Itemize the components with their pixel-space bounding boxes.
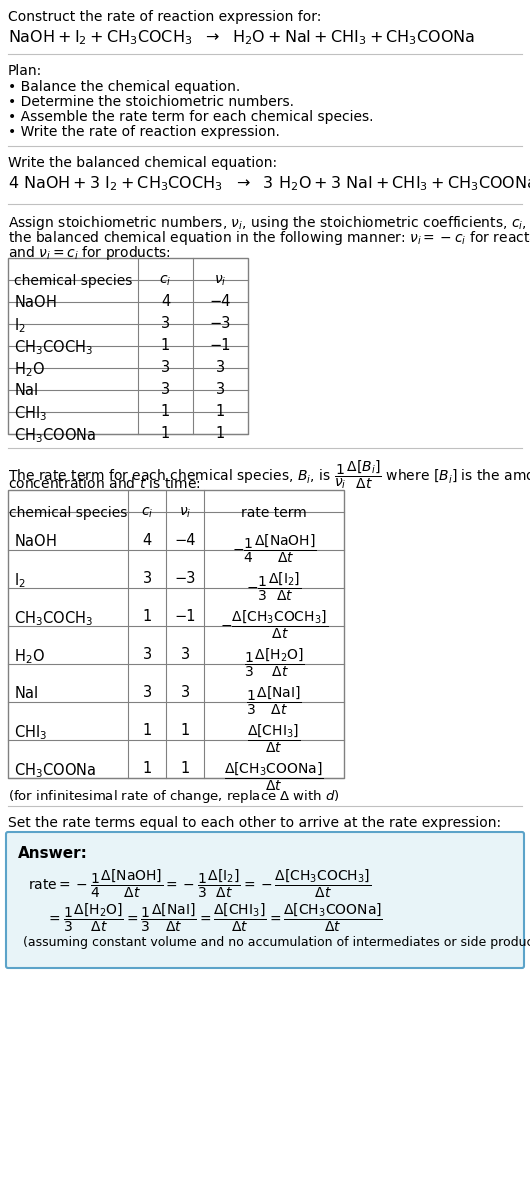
FancyBboxPatch shape bbox=[6, 832, 524, 968]
Text: 4: 4 bbox=[161, 294, 170, 309]
Text: $\nu_i$: $\nu_i$ bbox=[179, 506, 191, 520]
Text: Plan:: Plan: bbox=[8, 64, 42, 78]
Text: $\mathrm{NaI}$: $\mathrm{NaI}$ bbox=[14, 383, 39, 399]
Text: −4: −4 bbox=[174, 533, 196, 548]
Text: 3: 3 bbox=[143, 571, 152, 586]
Text: $\mathrm{CH_3COONa}$: $\mathrm{CH_3COONa}$ bbox=[14, 761, 96, 780]
Text: 3: 3 bbox=[143, 647, 152, 662]
Text: rate term: rate term bbox=[241, 506, 307, 520]
Text: −1: −1 bbox=[210, 338, 231, 353]
Text: • Assemble the rate term for each chemical species.: • Assemble the rate term for each chemic… bbox=[8, 110, 374, 124]
Text: 3: 3 bbox=[143, 685, 152, 700]
Text: chemical species: chemical species bbox=[9, 506, 127, 520]
Text: 1: 1 bbox=[180, 761, 190, 775]
Text: −3: −3 bbox=[174, 571, 196, 586]
Text: $\mathrm{4\ NaOH + 3\ I_2 + CH_3COCH_3\ \ \rightarrow\ \ 3\ H_2O + 3\ NaI + CHI_: $\mathrm{4\ NaOH + 3\ I_2 + CH_3COCH_3\ … bbox=[8, 175, 530, 193]
Text: $\dfrac{\Delta[\mathrm{CH_3COONa}]}{\Delta t}$: $\dfrac{\Delta[\mathrm{CH_3COONa}]}{\Del… bbox=[224, 761, 324, 793]
Text: concentration and $t$ is time:: concentration and $t$ is time: bbox=[8, 476, 201, 491]
Text: $= \dfrac{1}{3}\dfrac{\Delta[\mathrm{H_2O}]}{\Delta t} = \dfrac{1}{3}\dfrac{\Del: $= \dfrac{1}{3}\dfrac{\Delta[\mathrm{H_2… bbox=[46, 902, 383, 934]
Text: $\mathrm{I_2}$: $\mathrm{I_2}$ bbox=[14, 317, 26, 335]
Text: $\mathrm{NaI}$: $\mathrm{NaI}$ bbox=[14, 685, 39, 701]
Text: 3: 3 bbox=[161, 360, 170, 376]
Text: $\mathrm{CH_3COONa}$: $\mathrm{CH_3COONa}$ bbox=[14, 426, 96, 445]
Text: −4: −4 bbox=[210, 294, 231, 309]
Text: 3: 3 bbox=[216, 360, 225, 376]
Text: 1: 1 bbox=[216, 426, 225, 442]
Text: $\mathrm{H_2O}$: $\mathrm{H_2O}$ bbox=[14, 360, 45, 379]
Text: $\mathrm{CHI_3}$: $\mathrm{CHI_3}$ bbox=[14, 722, 47, 742]
Text: 3: 3 bbox=[180, 647, 190, 662]
Text: $c_i$: $c_i$ bbox=[160, 273, 172, 288]
Text: and $\nu_i = c_i$ for products:: and $\nu_i = c_i$ for products: bbox=[8, 244, 171, 262]
Text: Assign stoichiometric numbers, $\nu_i$, using the stoichiometric coefficients, $: Assign stoichiometric numbers, $\nu_i$, … bbox=[8, 214, 530, 232]
Text: $\mathrm{CH_3COCH_3}$: $\mathrm{CH_3COCH_3}$ bbox=[14, 609, 93, 627]
Text: $\mathrm{CH_3COCH_3}$: $\mathrm{CH_3COCH_3}$ bbox=[14, 338, 93, 358]
Text: • Balance the chemical equation.: • Balance the chemical equation. bbox=[8, 79, 240, 94]
Text: 4: 4 bbox=[143, 533, 152, 548]
Bar bbox=[8, 258, 248, 433]
Text: 1: 1 bbox=[161, 338, 170, 353]
Bar bbox=[8, 490, 344, 778]
Text: the balanced chemical equation in the following manner: $\nu_i = -c_i$ for react: the balanced chemical equation in the fo… bbox=[8, 229, 530, 247]
Text: 3: 3 bbox=[161, 317, 170, 331]
Text: • Write the rate of reaction expression.: • Write the rate of reaction expression. bbox=[8, 125, 280, 138]
Text: $\dfrac{1}{3}\dfrac{\Delta[\mathrm{NaI}]}{\Delta t}$: $\dfrac{1}{3}\dfrac{\Delta[\mathrm{NaI}]… bbox=[246, 685, 302, 718]
Text: 3: 3 bbox=[216, 383, 225, 397]
Text: (for infinitesimal rate of change, replace $\Delta$ with $d$): (for infinitesimal rate of change, repla… bbox=[8, 787, 340, 805]
Text: $-\dfrac{1}{3}\dfrac{\Delta[\mathrm{I_2}]}{\Delta t}$: $-\dfrac{1}{3}\dfrac{\Delta[\mathrm{I_2}… bbox=[246, 571, 302, 603]
Text: $\mathrm{H_2O}$: $\mathrm{H_2O}$ bbox=[14, 647, 45, 666]
Text: $\nu_i$: $\nu_i$ bbox=[214, 273, 227, 288]
Text: $\dfrac{\Delta[\mathrm{CHI_3}]}{\Delta t}$: $\dfrac{\Delta[\mathrm{CHI_3}]}{\Delta t… bbox=[248, 722, 301, 755]
Text: 3: 3 bbox=[161, 383, 170, 397]
Text: $\mathrm{NaOH}$: $\mathrm{NaOH}$ bbox=[14, 294, 57, 311]
Text: $\mathrm{NaOH}$: $\mathrm{NaOH}$ bbox=[14, 533, 57, 549]
Text: 1: 1 bbox=[161, 405, 170, 419]
Text: Set the rate terms equal to each other to arrive at the rate expression:: Set the rate terms equal to each other t… bbox=[8, 816, 501, 830]
Text: $\mathrm{rate} = -\dfrac{1}{4}\dfrac{\Delta[\mathrm{NaOH}]}{\Delta t} = -\dfrac{: $\mathrm{rate} = -\dfrac{1}{4}\dfrac{\De… bbox=[28, 868, 372, 901]
Text: $-\dfrac{\Delta[\mathrm{CH_3COCH_3}]}{\Delta t}$: $-\dfrac{\Delta[\mathrm{CH_3COCH_3}]}{\D… bbox=[220, 609, 328, 642]
Text: 1: 1 bbox=[161, 426, 170, 442]
Text: The rate term for each chemical species, $B_i$, is $\dfrac{1}{\nu_i}\dfrac{\Delt: The rate term for each chemical species,… bbox=[8, 458, 530, 491]
Text: Construct the rate of reaction expression for:: Construct the rate of reaction expressio… bbox=[8, 10, 321, 24]
Text: $-\dfrac{1}{4}\dfrac{\Delta[\mathrm{NaOH}]}{\Delta t}$: $-\dfrac{1}{4}\dfrac{\Delta[\mathrm{NaOH… bbox=[232, 533, 316, 565]
Text: $\mathrm{CHI_3}$: $\mathrm{CHI_3}$ bbox=[14, 405, 47, 423]
Text: 1: 1 bbox=[143, 761, 152, 775]
Text: −1: −1 bbox=[174, 609, 196, 624]
Text: chemical species: chemical species bbox=[14, 273, 132, 288]
Text: 1: 1 bbox=[216, 405, 225, 419]
Text: 1: 1 bbox=[143, 609, 152, 624]
Text: Answer:: Answer: bbox=[18, 846, 88, 861]
Text: $\mathrm{I_2}$: $\mathrm{I_2}$ bbox=[14, 571, 26, 590]
Text: Write the balanced chemical equation:: Write the balanced chemical equation: bbox=[8, 157, 277, 170]
Text: 3: 3 bbox=[180, 685, 190, 700]
Text: $\dfrac{1}{3}\dfrac{\Delta[\mathrm{H_2O}]}{\Delta t}$: $\dfrac{1}{3}\dfrac{\Delta[\mathrm{H_2O}… bbox=[243, 647, 304, 679]
Text: 1: 1 bbox=[143, 722, 152, 738]
Text: • Determine the stoichiometric numbers.: • Determine the stoichiometric numbers. bbox=[8, 95, 294, 110]
Text: 1: 1 bbox=[180, 722, 190, 738]
Text: (assuming constant volume and no accumulation of intermediates or side products): (assuming constant volume and no accumul… bbox=[23, 936, 530, 949]
Text: $c_i$: $c_i$ bbox=[141, 506, 153, 520]
Text: $\mathrm{NaOH + I_2 + CH_3COCH_3\ \ \rightarrow\ \ H_2O + NaI + CHI_3 + CH_3COON: $\mathrm{NaOH + I_2 + CH_3COCH_3\ \ \rig… bbox=[8, 28, 475, 47]
Text: −3: −3 bbox=[210, 317, 231, 331]
